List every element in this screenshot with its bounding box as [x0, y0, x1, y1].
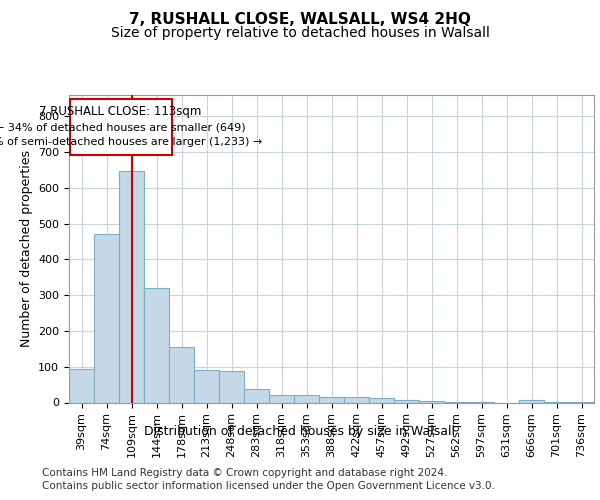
- Bar: [419, 400, 444, 402]
- Bar: [119, 171, 144, 402]
- Text: 66% of semi-detached houses are larger (1,233) →: 66% of semi-detached houses are larger (…: [0, 137, 262, 147]
- Bar: [394, 400, 419, 402]
- Bar: [219, 371, 244, 402]
- Bar: [69, 368, 94, 402]
- Bar: [294, 396, 319, 402]
- Text: 7 RUSHALL CLOSE: 113sqm: 7 RUSHALL CLOSE: 113sqm: [40, 106, 202, 118]
- Text: 7, RUSHALL CLOSE, WALSALL, WS4 2HQ: 7, RUSHALL CLOSE, WALSALL, WS4 2HQ: [129, 12, 471, 28]
- Text: Distribution of detached houses by size in Walsall: Distribution of detached houses by size …: [145, 424, 455, 438]
- Y-axis label: Number of detached properties: Number of detached properties: [20, 150, 32, 347]
- FancyBboxPatch shape: [70, 100, 172, 154]
- Bar: [344, 397, 369, 402]
- Bar: [169, 347, 194, 403]
- Bar: [94, 234, 119, 402]
- Text: ← 34% of detached houses are smaller (649): ← 34% of detached houses are smaller (64…: [0, 122, 246, 132]
- Text: Contains HM Land Registry data © Crown copyright and database right 2024.: Contains HM Land Registry data © Crown c…: [42, 468, 448, 477]
- Bar: [519, 400, 544, 402]
- Bar: [269, 394, 294, 402]
- Text: Contains public sector information licensed under the Open Government Licence v3: Contains public sector information licen…: [42, 481, 495, 491]
- Bar: [244, 389, 269, 402]
- Bar: [194, 370, 219, 402]
- Bar: [144, 288, 169, 403]
- Bar: [369, 398, 394, 402]
- Text: Size of property relative to detached houses in Walsall: Size of property relative to detached ho…: [110, 26, 490, 40]
- Bar: [319, 397, 344, 402]
